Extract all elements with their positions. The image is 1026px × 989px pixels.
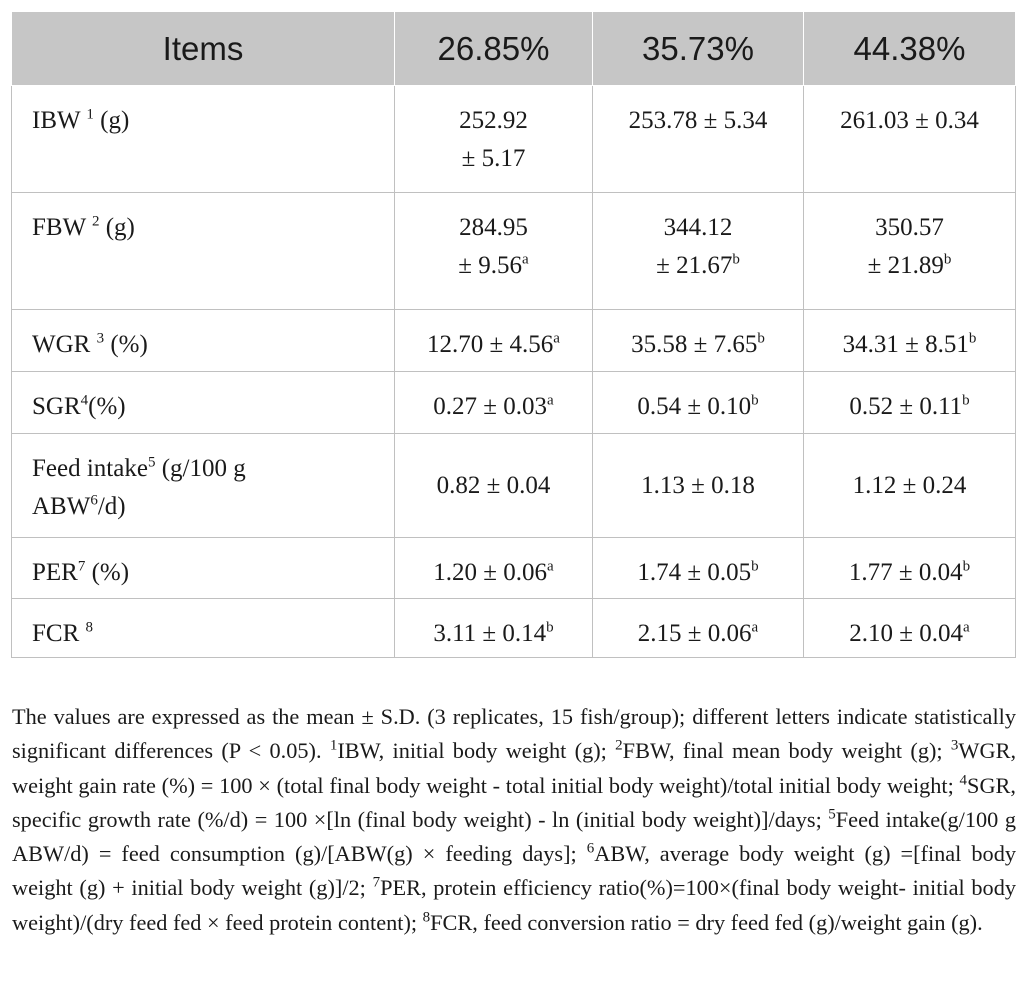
cell-value: 34.31 ± 8.51b [803, 309, 1016, 372]
table-row-feed-intake: Feed intake5 (g/100 g ABW6/d) 0.82 ± 0.04… [11, 433, 1016, 538]
row-label: IBW 1 (g) [11, 85, 395, 193]
table-row-wgr: WGR 3 (%) 12.70 ± 4.56a 35.58 ± 7.65b 34… [11, 309, 1016, 372]
cell-value: 1.12 ± 0.24 [803, 433, 1016, 538]
cell-value: 0.52 ± 0.11b [803, 371, 1016, 434]
cell-value: 1.77 ± 0.04b [803, 537, 1016, 599]
cell-value: 284.95 ± 9.56a [394, 192, 593, 310]
table-row-sgr: SGR4(%) 0.27 ± 0.03a 0.54 ± 0.10b 0.52 ±… [11, 371, 1016, 434]
header-row: Items 26.85% 35.73% 44.38% [11, 11, 1016, 86]
growth-performance-table: Items 26.85% 35.73% 44.38% IBW 1 (g) 252… [11, 11, 1016, 658]
table-row-ibw: IBW 1 (g) 252.92 ± 5.17 253.78 ± 5.34 261… [11, 85, 1016, 193]
table-row-per: PER7 (%) 1.20 ± 0.06a 1.74 ± 0.05b 1.77 … [11, 537, 1016, 599]
cell-value: 2.15 ± 0.06a [592, 598, 804, 658]
cell-value: 2.10 ± 0.04a [803, 598, 1016, 658]
cell-value: 1.20 ± 0.06a [394, 537, 593, 599]
cell-value: 0.27 ± 0.03a [394, 371, 593, 434]
cell-value: 3.11 ± 0.14b [394, 598, 593, 658]
table-row-fbw: FBW 2 (g) 284.95 ± 9.56a 344.12 ± 21.67b 3… [11, 192, 1016, 310]
row-label: SGR4(%) [11, 371, 395, 434]
table-footnote: The values are expressed as the mean ± S… [12, 704, 1017, 935]
header-col-35-73: 35.73% [592, 11, 804, 86]
cell-value: 344.12 ± 21.67b [592, 192, 804, 310]
cell-value: 253.78 ± 5.34 [592, 85, 804, 193]
cell-value: 252.92 ± 5.17 [394, 85, 593, 193]
row-label: FCR 8 [11, 598, 395, 658]
cell-value: 0.82 ± 0.04 [394, 433, 593, 538]
cell-value: 0.54 ± 0.10b [592, 371, 804, 434]
header-col-44-38: 44.38% [803, 11, 1016, 86]
cell-value: 350.57 ± 21.89b [803, 192, 1016, 310]
header-items: Items [11, 11, 395, 86]
header-col-26-85: 26.85% [394, 11, 593, 86]
cell-value: 1.13 ± 0.18 [592, 433, 804, 538]
row-label: PER7 (%) [11, 537, 395, 599]
row-label: WGR 3 (%) [11, 309, 395, 372]
cell-value: 1.74 ± 0.05b [592, 537, 804, 599]
row-label: FBW 2 (g) [11, 192, 395, 310]
cell-value: 35.58 ± 7.65b [592, 309, 804, 372]
row-label: Feed intake5 (g/100 g ABW6/d) [11, 433, 395, 538]
cell-value: 261.03 ± 0.34 [803, 85, 1016, 193]
table-row-fcr: FCR 8 3.11 ± 0.14b 2.15 ± 0.06a 2.10 ± 0… [11, 598, 1016, 658]
cell-value: 12.70 ± 4.56a [394, 309, 593, 372]
